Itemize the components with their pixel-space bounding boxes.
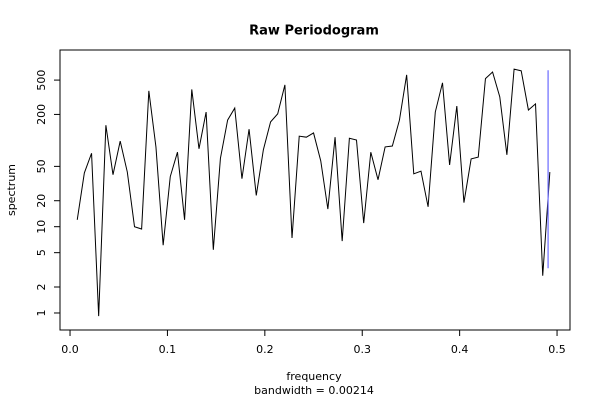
y-tick-label: 5 (35, 249, 48, 256)
y-tick-label: 20 (35, 194, 48, 208)
x-tick-label: 0.2 (256, 343, 274, 356)
y-tick-label: 10 (35, 220, 48, 234)
x-tick-label: 0.1 (159, 343, 177, 356)
y-tick-label: 2 (35, 284, 48, 291)
subtitle: bandwidth = 0.00214 (254, 384, 374, 397)
x-tick-label: 0.5 (548, 343, 566, 356)
y-tick-label: 500 (35, 70, 48, 91)
y-tick-label: 200 (35, 104, 48, 125)
x-tick-label: 0.0 (61, 343, 79, 356)
y-axis-label: spectrum (5, 164, 18, 216)
x-tick-label: 0.4 (451, 343, 469, 356)
y-tick-label: 50 (35, 159, 48, 173)
spectrum-line (76, 68, 551, 317)
x-tick-label: 0.3 (353, 343, 371, 356)
y-tick-label: 1 (35, 309, 48, 316)
x-axis-label: frequency (286, 370, 342, 383)
plot-frame (59, 49, 571, 331)
chart-title: Raw Periodogram (249, 24, 379, 39)
